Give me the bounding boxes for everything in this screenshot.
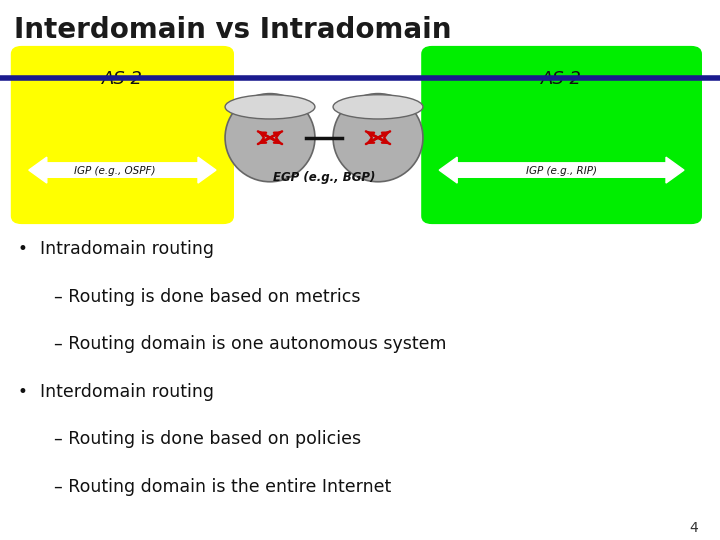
- Text: AS 2: AS 2: [102, 70, 143, 88]
- Ellipse shape: [333, 93, 423, 182]
- Text: Intradomain routing: Intradomain routing: [40, 240, 214, 258]
- Text: •: •: [18, 383, 28, 401]
- Ellipse shape: [333, 94, 423, 119]
- Text: IGP (e.g., OSPF): IGP (e.g., OSPF): [74, 166, 156, 176]
- Text: 4: 4: [690, 521, 698, 535]
- Text: – Routing domain is one autonomous system: – Routing domain is one autonomous syste…: [54, 335, 446, 353]
- FancyArrow shape: [29, 157, 198, 183]
- Ellipse shape: [225, 93, 315, 182]
- Text: AS 2: AS 2: [541, 70, 582, 88]
- Ellipse shape: [225, 94, 315, 119]
- Text: Interdomain vs Intradomain: Interdomain vs Intradomain: [14, 16, 452, 44]
- FancyBboxPatch shape: [11, 46, 234, 224]
- FancyBboxPatch shape: [421, 46, 702, 224]
- Text: – Routing is done based on policies: – Routing is done based on policies: [54, 430, 361, 448]
- Text: – Routing domain is the entire Internet: – Routing domain is the entire Internet: [54, 478, 391, 496]
- Text: EGP (e.g., BGP): EGP (e.g., BGP): [273, 171, 375, 184]
- Text: IGP (e.g., RIP): IGP (e.g., RIP): [526, 166, 597, 176]
- FancyArrow shape: [439, 157, 666, 183]
- FancyArrow shape: [457, 157, 684, 183]
- Text: Interdomain routing: Interdomain routing: [40, 383, 214, 401]
- Text: – Routing is done based on metrics: – Routing is done based on metrics: [54, 288, 361, 306]
- FancyArrow shape: [47, 157, 216, 183]
- Text: •: •: [18, 240, 28, 258]
